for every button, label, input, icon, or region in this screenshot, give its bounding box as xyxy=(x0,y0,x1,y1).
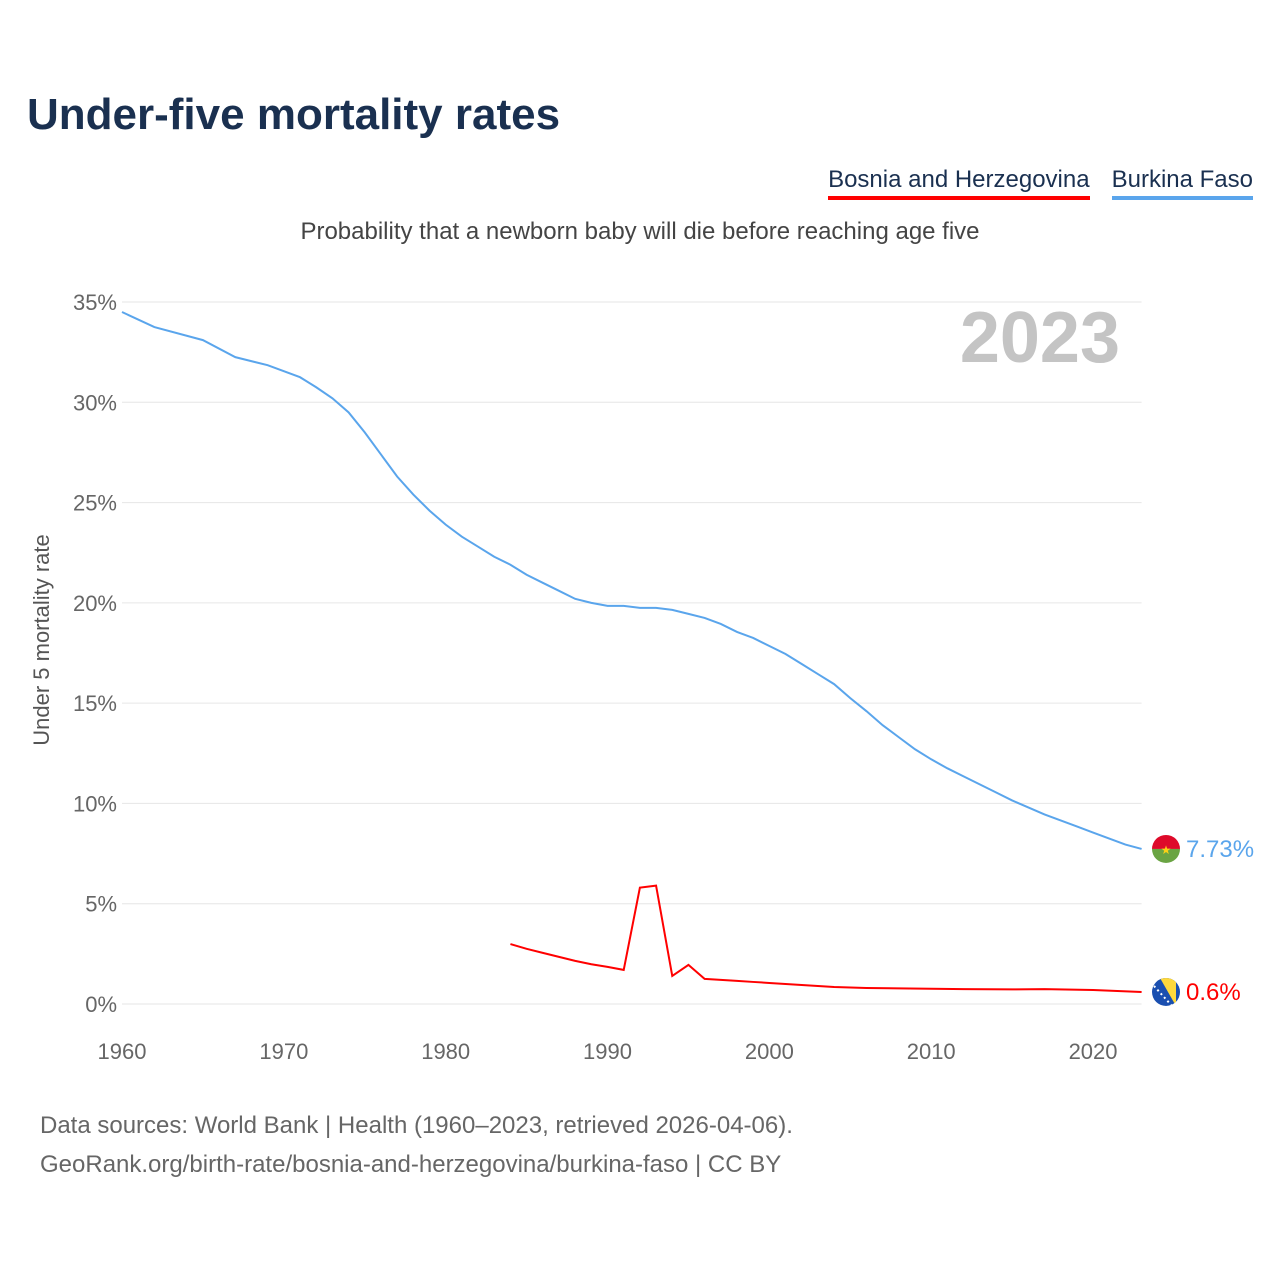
bosnia-flag-icon xyxy=(1152,977,1180,1006)
y-tick-label: 15% xyxy=(73,691,117,716)
y-tick-label: 35% xyxy=(73,290,117,315)
end-value-label: 7.73% xyxy=(1186,836,1254,863)
y-tick-label: 30% xyxy=(73,390,117,415)
legend: Bosnia and Herzegovina Burkina Faso xyxy=(828,166,1253,200)
y-tick-label: 5% xyxy=(85,892,117,917)
y-tick-label: 0% xyxy=(85,992,117,1017)
series-line-burkina-faso[interactable] xyxy=(121,311,1142,850)
x-tick-label: 1990 xyxy=(583,1039,632,1064)
y-tick-label: 20% xyxy=(73,591,117,616)
x-tick-label: 1960 xyxy=(98,1039,147,1064)
y-tick-label: 10% xyxy=(73,791,117,816)
year-label: 2023 xyxy=(960,298,1120,378)
y-tick-label: 25% xyxy=(73,491,117,516)
chart-title: Under-five mortality rates xyxy=(27,90,561,139)
x-tick-label: 2020 xyxy=(1069,1039,1118,1064)
x-tick-label: 1970 xyxy=(259,1039,308,1064)
chart-subtitle: Probability that a newborn baby will die… xyxy=(300,218,980,245)
series-line-bosnia-and-herzegovina[interactable] xyxy=(510,884,1142,993)
source-link[interactable]: GeoRank.org/birth-rate/bosnia-and-herzeg… xyxy=(40,1151,782,1178)
svg-text:★: ★ xyxy=(1161,843,1172,857)
legend-item-bosnia[interactable]: Bosnia and Herzegovina xyxy=(828,166,1090,200)
x-tick-label: 2010 xyxy=(907,1039,956,1064)
legend-item-burkina-faso[interactable]: Burkina Faso xyxy=(1111,166,1253,200)
end-value-label: 0.6% xyxy=(1186,979,1241,1006)
data-sources: Data sources: World Bank | Health (1960–… xyxy=(40,1112,793,1139)
footer: Data sources: World Bank | Health (1960–… xyxy=(40,1106,793,1184)
x-tick-label: 1980 xyxy=(421,1039,470,1064)
x-tick-label: 2000 xyxy=(745,1039,794,1064)
burkina-faso-flag-icon: ★ xyxy=(1152,834,1180,863)
